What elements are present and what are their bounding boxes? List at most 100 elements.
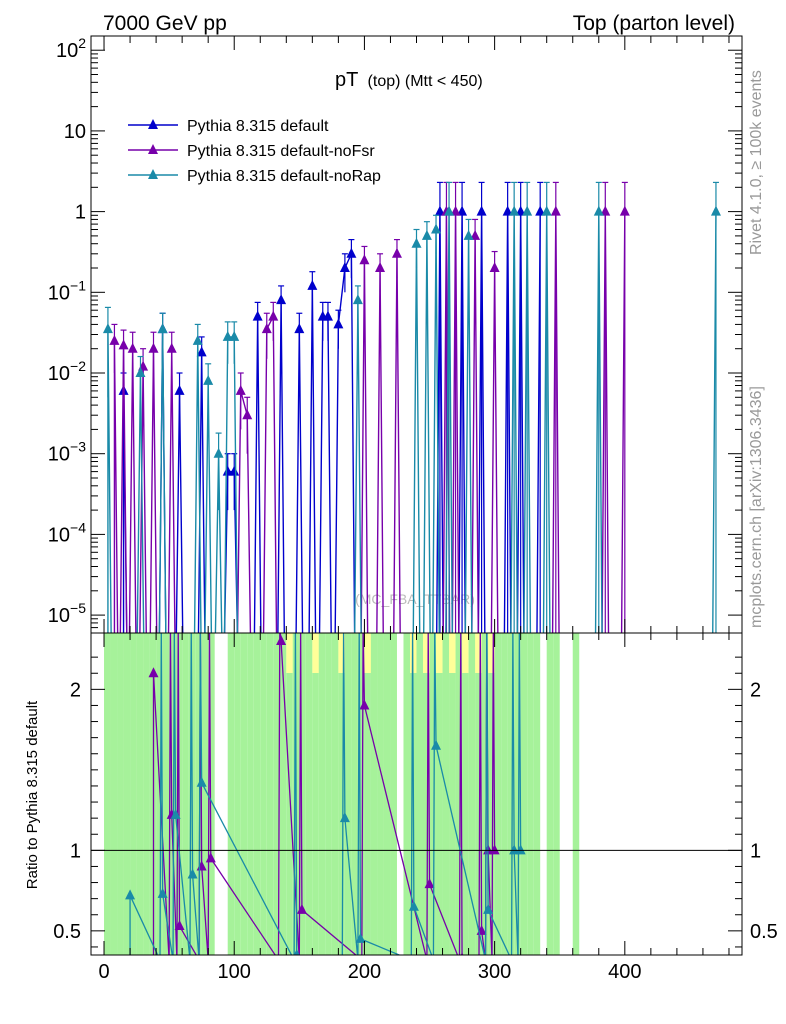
- ratio-band-green: [455, 633, 463, 955]
- ratio-band-yellow: [436, 633, 443, 673]
- header-right-label: Top (parton level): [573, 12, 735, 35]
- data-point-marker: [322, 310, 333, 321]
- legend-marker: [148, 169, 158, 179]
- ratio-series-group: [91, 633, 742, 955]
- ratio-band-green: [208, 633, 215, 955]
- data-point-marker: [346, 247, 357, 258]
- ratio-point-marker: [489, 844, 500, 855]
- ratio-band-green: [383, 633, 391, 955]
- mcplots-label: mcplots.cern.ch [arXiv:1306.3436]: [748, 386, 765, 628]
- ratio-y-tick-label-right: 0.5: [750, 921, 778, 943]
- data-point-marker: [463, 229, 474, 240]
- ratio-point-marker: [515, 844, 526, 855]
- ratio-band-green: [305, 633, 313, 955]
- data-point-marker: [411, 237, 422, 248]
- data-point-marker: [457, 205, 468, 216]
- ratio-point-marker: [509, 844, 520, 855]
- ratio-y-tick-label: 0.5: [53, 921, 81, 943]
- ratio-point-marker: [276, 635, 287, 646]
- data-point-marker: [434, 205, 445, 216]
- y-tick-label: 1: [75, 202, 86, 224]
- data-point-marker: [470, 229, 481, 240]
- ratio-band-green: [260, 633, 267, 955]
- ratio-band-green: [325, 633, 332, 955]
- ratio-band-green: [553, 633, 560, 955]
- ratio-band-green: [201, 633, 209, 955]
- ratio-band-green: [533, 633, 541, 955]
- ratio-band-green: [572, 633, 580, 955]
- data-point-marker: [515, 205, 526, 216]
- ratio-band-yellow: [423, 633, 430, 673]
- data-point-marker: [450, 205, 461, 216]
- ratio-band-green: [169, 633, 176, 955]
- ratio-band-green: [468, 633, 476, 955]
- data-point-marker: [502, 205, 513, 216]
- data-point-marker: [135, 367, 146, 378]
- y-tick-label: 10−4: [48, 519, 86, 546]
- data-point-marker: [174, 384, 185, 395]
- ratio-band-green: [227, 633, 235, 955]
- data-point-marker: [550, 205, 561, 216]
- data-point-marker: [593, 205, 604, 216]
- ratio-band-green: [240, 633, 248, 955]
- ratio-band-green: [514, 633, 521, 955]
- y-tick-label: 102: [56, 35, 86, 62]
- data-point-marker: [600, 205, 611, 216]
- ratio-band-green: [462, 633, 469, 955]
- ratio-band-green: [182, 633, 189, 955]
- ratio-band-green: [429, 633, 437, 955]
- ratio-point-marker: [296, 903, 307, 914]
- data-point-marker: [127, 342, 138, 353]
- ratio-point-marker: [170, 808, 181, 819]
- legend-entry: Pythia 8.315 default-noFsr: [187, 143, 375, 160]
- ratio-band-green: [104, 633, 111, 955]
- x-tick-label: 100: [218, 961, 251, 983]
- ratio-band-green: [357, 633, 365, 955]
- ratio-point-marker: [408, 900, 419, 911]
- data-point-marker: [109, 334, 120, 345]
- data-point-marker: [339, 262, 350, 273]
- plot-title-main: pT: [335, 69, 358, 91]
- ratio-band-green: [318, 633, 326, 955]
- ratio-band-green: [481, 633, 489, 955]
- ratio-band-green: [110, 633, 118, 955]
- ratio-point-marker: [460, 952, 464, 955]
- data-point-marker: [391, 247, 402, 258]
- ratio-y-tick-label-right: 2: [750, 679, 761, 701]
- ratio-band-green: [423, 633, 430, 955]
- data-point-marker: [421, 229, 432, 240]
- ratio-uncertainty-bands: [104, 633, 580, 955]
- data-point-marker: [431, 223, 442, 234]
- ratio-band-green: [520, 633, 528, 955]
- data-point-marker: [252, 310, 263, 321]
- ratio-band-green: [475, 633, 482, 955]
- ratio-band-green: [370, 633, 378, 955]
- ratio-band-green: [123, 633, 131, 955]
- main-series-group: [102, 181, 721, 633]
- ratio-point-marker: [359, 699, 370, 710]
- y-tick-label: 10: [64, 121, 86, 143]
- ratio-band-green: [403, 633, 410, 955]
- data-point-marker: [333, 318, 344, 329]
- data-point-marker: [307, 279, 318, 290]
- header-left-label: 7000 GeV pp: [103, 12, 227, 35]
- ratio-band-green: [351, 633, 358, 955]
- ratio-point-marker: [431, 739, 442, 750]
- ratio-point-marker: [174, 920, 185, 931]
- data-point-marker: [489, 262, 500, 273]
- ratio-point-marker: [293, 949, 300, 955]
- ratio-band-yellow: [449, 633, 456, 673]
- rivet-version-label: Rivet 4.1.0, ≥ 100k events: [748, 70, 765, 255]
- main-plot-area: [102, 181, 721, 633]
- data-point-marker: [222, 465, 233, 476]
- ratio-point-marker: [424, 878, 435, 889]
- data-point-marker: [476, 205, 487, 216]
- ratio-band-green: [416, 633, 424, 955]
- ratio-y-tick-label: 1: [70, 840, 81, 862]
- x-tick-label: 200: [348, 961, 381, 983]
- data-point-marker: [268, 310, 279, 321]
- ratio-band-yellow: [338, 633, 345, 673]
- ratio-band-green: [488, 633, 495, 955]
- ratio-band-yellow: [364, 633, 371, 673]
